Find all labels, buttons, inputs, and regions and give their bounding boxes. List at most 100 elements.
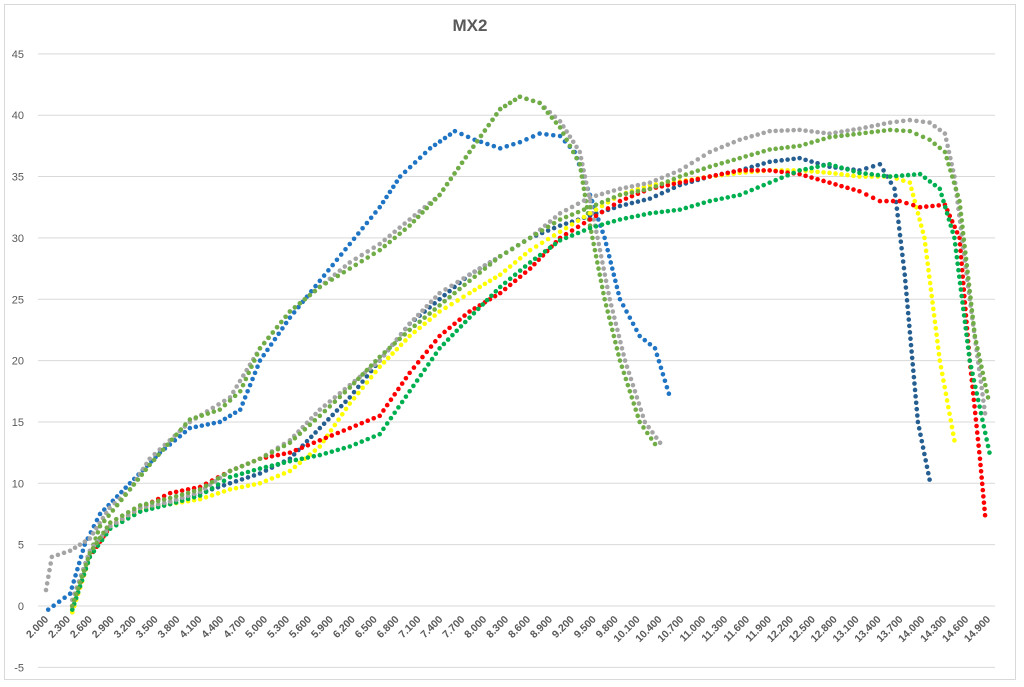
data-point xyxy=(297,301,303,306)
data-point xyxy=(570,149,576,155)
data-point xyxy=(179,492,185,497)
data-point xyxy=(653,184,659,189)
data-point xyxy=(815,129,820,135)
data-point xyxy=(114,502,120,508)
data-point xyxy=(199,423,205,428)
data-point xyxy=(616,333,622,339)
data-point xyxy=(49,554,55,560)
data-point xyxy=(596,266,601,271)
data-point xyxy=(197,487,203,492)
data-point xyxy=(683,205,689,211)
data-point xyxy=(972,410,978,416)
data-point xyxy=(322,408,328,414)
data-point xyxy=(603,241,609,247)
y-tick-label: 10 xyxy=(12,478,24,490)
data-point xyxy=(580,180,586,185)
data-point xyxy=(308,416,314,421)
data-point xyxy=(915,419,921,425)
data-point xyxy=(574,155,579,161)
data-point xyxy=(974,430,980,435)
data-point xyxy=(428,344,434,349)
data-point xyxy=(377,413,383,419)
data-point xyxy=(326,268,331,273)
series-2 xyxy=(43,94,663,593)
data-point xyxy=(689,203,695,209)
data-point xyxy=(629,190,635,195)
data-point xyxy=(227,398,233,403)
data-point xyxy=(563,235,569,241)
data-point xyxy=(317,452,323,458)
data-point xyxy=(689,177,695,183)
data-point xyxy=(641,197,647,203)
data-point xyxy=(761,168,766,173)
data-point xyxy=(321,273,327,278)
data-point xyxy=(630,321,636,327)
data-point xyxy=(737,192,743,198)
series-3 xyxy=(69,94,658,615)
data-point xyxy=(402,169,408,175)
x-tick-label: 7.700 xyxy=(440,614,467,641)
data-point xyxy=(82,539,88,544)
data-point xyxy=(283,314,288,320)
data-point xyxy=(659,190,665,196)
data-point xyxy=(579,174,585,179)
data-point xyxy=(517,139,523,145)
data-point xyxy=(767,159,772,165)
data-point xyxy=(334,408,340,413)
data-point xyxy=(707,164,713,170)
data-point xyxy=(313,430,318,435)
data-point xyxy=(257,358,263,363)
data-point xyxy=(403,326,408,332)
data-point xyxy=(433,197,438,202)
data-point xyxy=(417,319,422,325)
data-point xyxy=(605,197,611,203)
data-point xyxy=(73,573,78,578)
data-point xyxy=(337,268,343,273)
data-point xyxy=(557,217,563,222)
data-point xyxy=(557,125,563,130)
data-point xyxy=(147,456,152,462)
data-point xyxy=(599,222,605,227)
data-point xyxy=(356,384,361,390)
data-point xyxy=(975,436,981,442)
data-point xyxy=(599,203,605,209)
data-point xyxy=(442,329,447,335)
data-point xyxy=(75,566,80,572)
data-point xyxy=(797,155,802,161)
data-point xyxy=(107,505,112,511)
data-point xyxy=(522,251,528,257)
data-point xyxy=(870,195,876,201)
data-point xyxy=(330,412,335,418)
data-point xyxy=(216,402,221,407)
data-point xyxy=(249,364,254,370)
data-point xyxy=(954,230,960,235)
data-point xyxy=(809,159,814,164)
data-point xyxy=(337,391,343,396)
data-point xyxy=(527,247,533,253)
data-point xyxy=(233,466,239,471)
data-point xyxy=(312,288,318,294)
data-point xyxy=(964,263,970,268)
data-point xyxy=(387,189,393,195)
data-point xyxy=(833,171,838,176)
data-point xyxy=(533,231,539,237)
data-point xyxy=(833,163,838,169)
data-point xyxy=(403,338,408,343)
data-point xyxy=(323,435,329,441)
data-point xyxy=(815,176,820,182)
data-point xyxy=(631,401,637,406)
series-4 xyxy=(69,155,932,609)
data-point xyxy=(648,436,654,441)
data-point xyxy=(489,293,494,299)
data-point xyxy=(845,128,850,133)
data-point xyxy=(183,422,188,427)
data-point xyxy=(671,185,677,191)
data-point xyxy=(587,225,593,231)
data-point xyxy=(922,175,928,181)
data-point xyxy=(851,168,856,174)
data-point xyxy=(530,134,536,139)
data-point xyxy=(69,603,75,609)
data-point xyxy=(364,220,370,226)
data-point xyxy=(743,168,749,173)
data-point xyxy=(407,327,412,333)
